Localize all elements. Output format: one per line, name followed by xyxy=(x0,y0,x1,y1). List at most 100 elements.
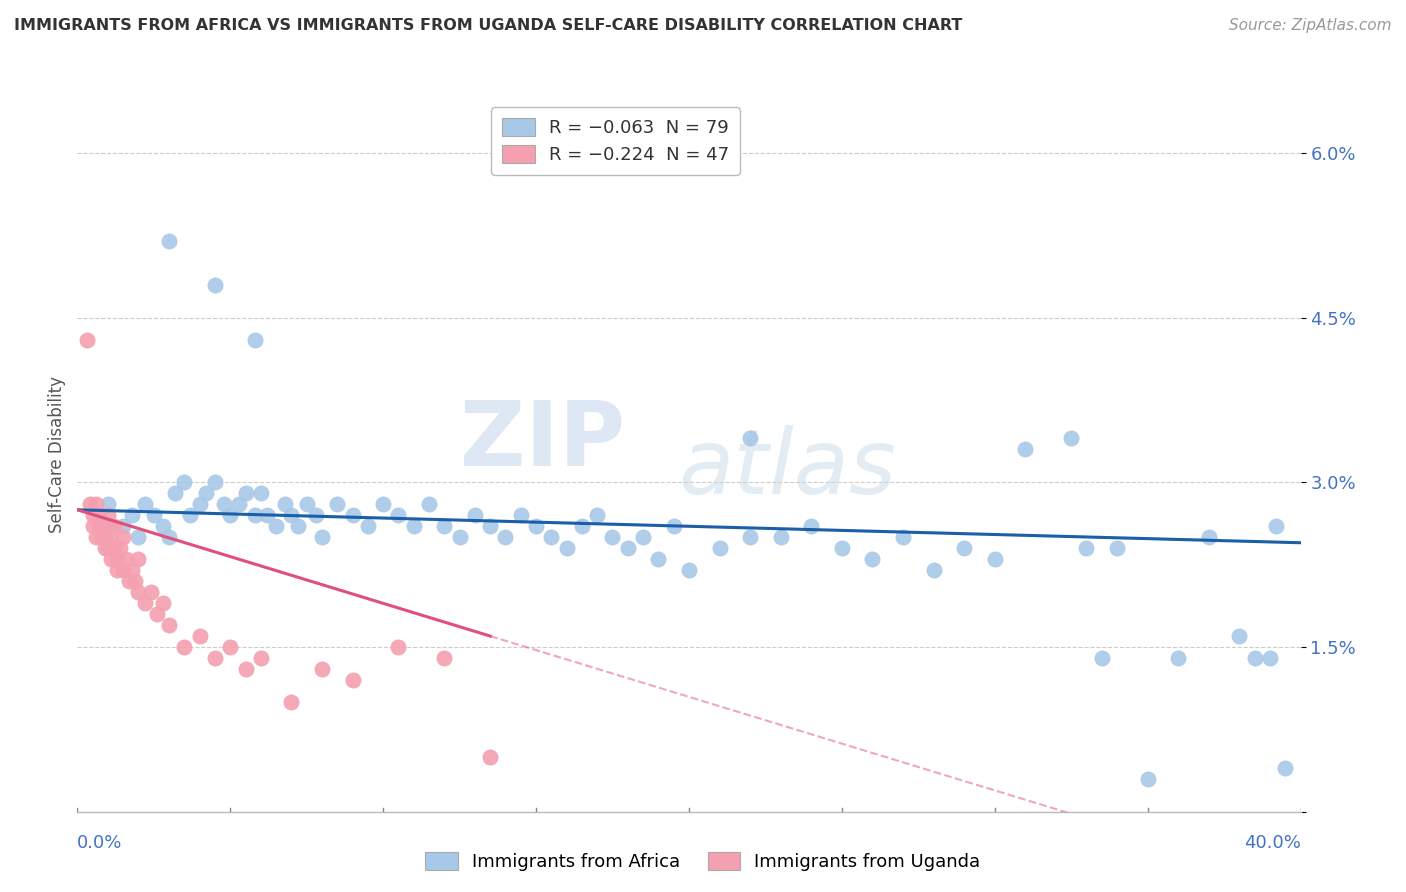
Point xyxy=(243,333,266,347)
Point xyxy=(173,475,195,490)
Point xyxy=(357,519,380,533)
Point xyxy=(103,541,125,556)
Point xyxy=(103,519,125,533)
Point xyxy=(1258,651,1281,665)
Point xyxy=(152,519,174,533)
Point xyxy=(1243,651,1265,665)
Point xyxy=(235,486,257,500)
Point xyxy=(602,530,624,544)
Point xyxy=(90,519,112,533)
Point xyxy=(157,530,180,544)
Text: 40.0%: 40.0% xyxy=(1244,834,1301,852)
Text: IMMIGRANTS FROM AFRICA VS IMMIGRANTS FROM UGANDA SELF-CARE DISABILITY CORRELATIO: IMMIGRANTS FROM AFRICA VS IMMIGRANTS FRO… xyxy=(14,18,963,33)
Point xyxy=(862,552,884,566)
Point xyxy=(127,585,149,599)
Point xyxy=(134,596,156,610)
Point xyxy=(433,519,456,533)
Point xyxy=(295,497,318,511)
Point xyxy=(112,519,135,533)
Point xyxy=(157,618,180,632)
Point xyxy=(891,530,914,544)
Point xyxy=(228,497,250,511)
Point xyxy=(387,508,409,523)
Point xyxy=(540,530,562,544)
Point xyxy=(97,519,120,533)
Point xyxy=(709,541,731,556)
Text: ZIP: ZIP xyxy=(460,397,624,484)
Legend: Immigrants from Africa, Immigrants from Uganda: Immigrants from Africa, Immigrants from … xyxy=(418,845,988,879)
Point xyxy=(97,541,120,556)
Point xyxy=(1167,651,1189,665)
Point xyxy=(1014,442,1036,457)
Point xyxy=(115,552,138,566)
Point xyxy=(219,508,242,523)
Point xyxy=(740,530,762,544)
Point xyxy=(82,508,104,523)
Point xyxy=(1107,541,1129,556)
Point xyxy=(256,508,278,523)
Point xyxy=(105,563,128,577)
Point xyxy=(90,530,112,544)
Point xyxy=(97,508,120,523)
Point xyxy=(212,497,235,511)
Point xyxy=(173,640,195,654)
Point xyxy=(100,552,122,566)
Point xyxy=(243,508,266,523)
Point xyxy=(121,563,143,577)
Point xyxy=(127,530,149,544)
Point xyxy=(831,541,853,556)
Point xyxy=(1229,629,1251,643)
Point xyxy=(219,640,242,654)
Point xyxy=(142,508,165,523)
Point xyxy=(769,530,792,544)
Point xyxy=(1198,530,1220,544)
Point xyxy=(984,552,1007,566)
Point xyxy=(953,541,976,556)
Point xyxy=(157,234,180,248)
Point xyxy=(342,508,364,523)
Text: 0.0%: 0.0% xyxy=(77,834,122,852)
Point xyxy=(287,519,309,533)
Point xyxy=(152,596,174,610)
Point xyxy=(342,673,364,687)
Point xyxy=(371,497,394,511)
Point xyxy=(922,563,945,577)
Legend: R = −0.063  N = 79, R = −0.224  N = 47: R = −0.063 N = 79, R = −0.224 N = 47 xyxy=(491,107,740,175)
Point xyxy=(509,508,531,523)
Point xyxy=(647,552,669,566)
Point xyxy=(87,519,110,533)
Text: Source: ZipAtlas.com: Source: ZipAtlas.com xyxy=(1229,18,1392,33)
Point xyxy=(571,519,593,533)
Point xyxy=(311,530,333,544)
Point xyxy=(631,530,654,544)
Point xyxy=(264,519,287,533)
Point xyxy=(87,508,110,523)
Point xyxy=(97,497,120,511)
Point xyxy=(1060,432,1083,446)
Point xyxy=(84,530,107,544)
Point xyxy=(165,486,187,500)
Point xyxy=(112,563,135,577)
Point xyxy=(740,432,762,446)
Point xyxy=(418,497,440,511)
Point xyxy=(139,585,162,599)
Point xyxy=(94,541,117,556)
Point xyxy=(188,497,211,511)
Point xyxy=(250,651,273,665)
Point xyxy=(678,563,700,577)
Point xyxy=(127,552,149,566)
Point xyxy=(1274,761,1296,775)
Point xyxy=(280,508,302,523)
Point xyxy=(204,651,226,665)
Point xyxy=(188,629,211,643)
Point xyxy=(100,530,122,544)
Point xyxy=(179,508,201,523)
Point xyxy=(146,607,169,621)
Point xyxy=(194,486,217,500)
Point xyxy=(76,333,98,347)
Point xyxy=(305,508,328,523)
Point xyxy=(84,497,107,511)
Point xyxy=(311,662,333,676)
Point xyxy=(235,662,257,676)
Point xyxy=(118,574,141,589)
